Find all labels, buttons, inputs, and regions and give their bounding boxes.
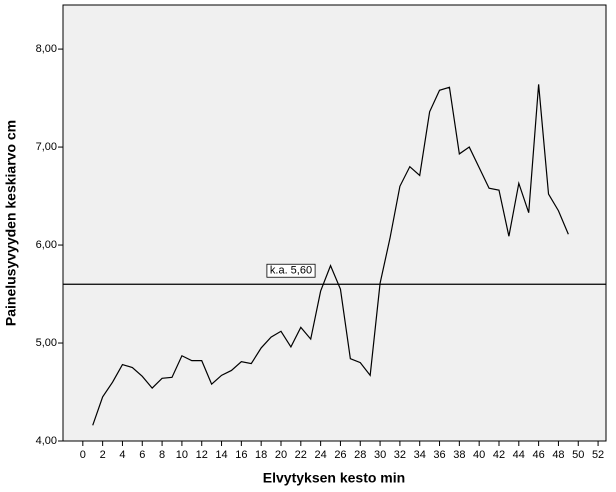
x-tick-label: 20 — [275, 449, 287, 461]
x-tick-label: 44 — [513, 449, 525, 461]
x-tick-label: 26 — [334, 449, 346, 461]
x-tick-label: 34 — [414, 449, 426, 461]
x-tick-label: 36 — [433, 449, 445, 461]
y-tick-label: 5,00 — [36, 337, 57, 349]
x-tick-label: 40 — [473, 449, 485, 461]
data-line — [92, 84, 569, 426]
plot-area — [62, 4, 607, 442]
x-tick-label: 42 — [493, 449, 505, 461]
x-tick-label: 4 — [119, 449, 125, 461]
y-tick-label: 8,00 — [36, 43, 57, 55]
x-tick-label: 24 — [315, 449, 327, 461]
reference-label-box — [266, 263, 316, 278]
x-tick-label: 28 — [354, 449, 366, 461]
x-tick-label: 50 — [572, 449, 584, 461]
x-tick-label: 48 — [552, 449, 564, 461]
y-axis-title: Painelusyvyyden keskiarvo cm — [3, 120, 19, 326]
x-tick-label: 46 — [532, 449, 544, 461]
x-tick-label: 30 — [374, 449, 386, 461]
x-tick-label: 52 — [592, 449, 604, 461]
x-tick-label: 38 — [453, 449, 465, 461]
reference-label: k.a. 5,60 — [270, 265, 312, 277]
y-tick-label: 4,00 — [36, 435, 57, 447]
x-tick-label: 32 — [394, 449, 406, 461]
x-axis-title: Elvytyksen kesto min — [263, 470, 405, 486]
x-tick-label: 16 — [235, 449, 247, 461]
x-tick-label: 8 — [159, 449, 165, 461]
y-tick-label: 6,00 — [36, 239, 57, 251]
x-tick-label: 6 — [139, 449, 145, 461]
x-tick-label: 2 — [100, 449, 106, 461]
x-tick-label: 0 — [80, 449, 86, 461]
x-tick-label: 18 — [255, 449, 267, 461]
x-tick-label: 10 — [176, 449, 188, 461]
x-tick-label: 12 — [196, 449, 208, 461]
x-tick-label: 22 — [295, 449, 307, 461]
y-tick-label: 7,00 — [36, 141, 57, 153]
x-tick-label: 14 — [215, 449, 227, 461]
